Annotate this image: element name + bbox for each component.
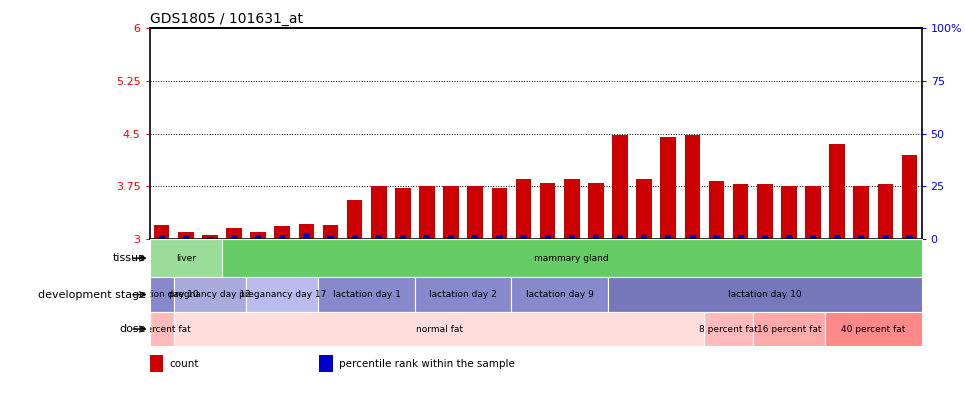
Bar	[713, 235, 720, 239]
Bar	[375, 235, 382, 239]
Bar	[834, 235, 841, 239]
Bar	[274, 226, 290, 239]
Bar	[153, 225, 170, 239]
Bar	[882, 235, 889, 239]
Bar	[250, 232, 266, 239]
Bar	[467, 186, 483, 239]
Bar	[448, 235, 455, 239]
Text: dose: dose	[120, 324, 146, 334]
Bar	[150, 355, 163, 372]
Bar	[515, 179, 532, 239]
Text: 8 percent fat: 8 percent fat	[700, 324, 758, 334]
Text: development stage: development stage	[38, 290, 146, 300]
Bar	[612, 135, 628, 239]
Bar	[207, 237, 213, 239]
Bar	[901, 155, 918, 239]
Bar	[371, 186, 387, 239]
Text: preganancy day 17: preganancy day 17	[238, 290, 326, 299]
Bar	[520, 235, 527, 239]
Bar	[617, 235, 623, 239]
Bar	[246, 277, 318, 312]
Bar	[732, 184, 749, 239]
Bar	[593, 235, 599, 239]
Bar	[588, 183, 604, 239]
Bar	[150, 312, 174, 346]
Bar	[810, 235, 816, 239]
Bar	[226, 228, 242, 239]
Bar	[318, 277, 415, 312]
Bar	[858, 235, 865, 239]
Text: lactation day 10: lactation day 10	[124, 290, 199, 299]
Bar	[202, 235, 218, 239]
Bar	[346, 200, 363, 239]
Bar	[298, 224, 315, 239]
Text: lactation day 9: lactation day 9	[526, 290, 593, 299]
Bar	[641, 235, 648, 239]
Bar	[689, 235, 696, 239]
Bar	[665, 235, 672, 239]
Bar	[491, 188, 508, 239]
Bar	[279, 235, 286, 239]
Bar	[174, 312, 704, 346]
Bar	[351, 235, 358, 239]
Bar	[158, 235, 165, 239]
Text: GDS1805 / 101631_at: GDS1805 / 101631_at	[150, 12, 303, 26]
Bar	[906, 235, 913, 239]
Text: liver: liver	[176, 254, 196, 263]
Text: pregnancy day 12: pregnancy day 12	[169, 290, 251, 299]
Bar	[877, 184, 894, 239]
Bar	[608, 277, 922, 312]
Bar	[322, 225, 339, 239]
Bar	[636, 179, 652, 239]
Text: count: count	[169, 359, 199, 369]
Text: lactation day 10: lactation day 10	[728, 290, 802, 299]
Bar	[182, 235, 189, 239]
Bar	[704, 312, 753, 346]
Bar	[419, 186, 435, 239]
Text: percentile rank within the sample: percentile rank within the sample	[339, 359, 514, 369]
Bar	[737, 235, 744, 239]
Bar	[443, 186, 459, 239]
Text: lactation day 2: lactation day 2	[429, 290, 497, 299]
Bar	[825, 312, 922, 346]
Bar	[150, 277, 174, 312]
Bar	[805, 186, 821, 239]
Bar	[753, 312, 825, 346]
Bar	[564, 179, 580, 239]
Bar	[255, 235, 262, 239]
Bar	[829, 144, 845, 239]
Text: 40 percent fat: 40 percent fat	[841, 324, 905, 334]
Text: lactation day 1: lactation day 1	[333, 290, 400, 299]
Bar	[511, 277, 608, 312]
Bar	[708, 181, 725, 239]
Text: 16 percent fat: 16 percent fat	[757, 324, 821, 334]
Bar	[757, 184, 773, 239]
Bar	[781, 186, 797, 239]
Text: tissue: tissue	[113, 253, 146, 263]
Bar	[174, 277, 246, 312]
Bar	[327, 235, 334, 239]
Bar	[544, 235, 551, 239]
Text: normal fat: normal fat	[416, 324, 462, 334]
Bar	[231, 235, 237, 239]
Bar	[400, 235, 406, 239]
Bar	[496, 235, 503, 239]
Bar	[424, 235, 430, 239]
Bar	[660, 137, 676, 239]
Bar	[150, 239, 222, 277]
Bar	[472, 235, 479, 239]
Bar	[761, 235, 768, 239]
Bar	[303, 232, 310, 239]
Bar	[319, 355, 333, 372]
Bar	[415, 277, 511, 312]
Bar	[539, 183, 556, 239]
Bar	[395, 188, 411, 239]
Text: mammary gland: mammary gland	[535, 254, 609, 263]
Bar	[786, 235, 792, 239]
Bar	[568, 235, 575, 239]
Bar	[853, 186, 869, 239]
Bar	[684, 135, 701, 239]
Bar	[178, 232, 194, 239]
Text: 8 percent fat: 8 percent fat	[132, 324, 191, 334]
